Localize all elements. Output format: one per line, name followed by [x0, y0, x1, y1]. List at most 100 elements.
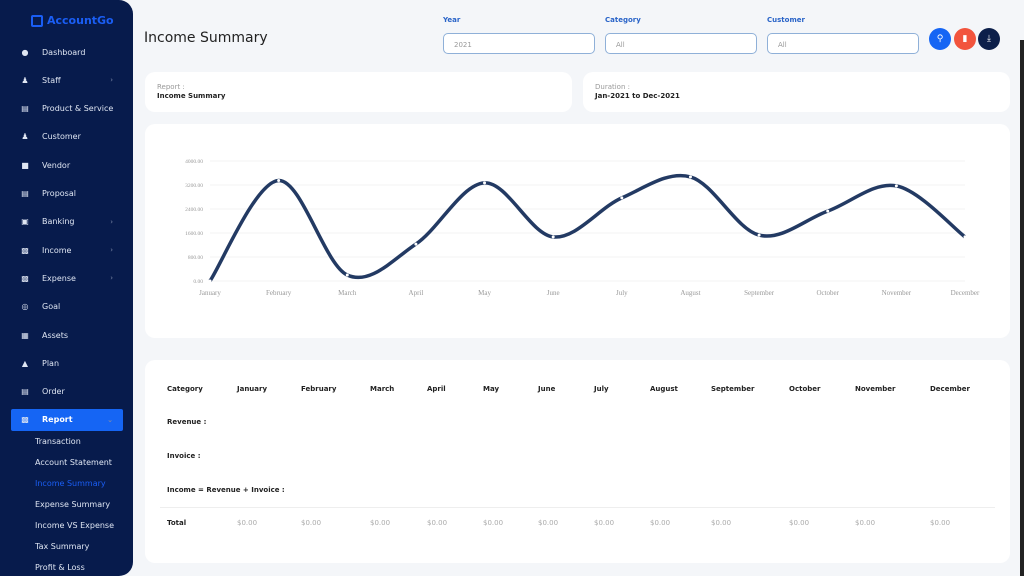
duration-label: Duration :: [595, 83, 630, 91]
table-cell: $0.00: [237, 519, 258, 527]
x-tick-label: July: [616, 289, 628, 297]
year-select[interactable]: 2021: [443, 33, 595, 54]
category-select[interactable]: All: [605, 33, 757, 54]
sidebar-item-label: Product & Service: [42, 104, 114, 114]
y-tick-label: 3200.00: [185, 183, 203, 189]
sidebar-subitem[interactable]: Income VS Expense: [35, 521, 115, 530]
table-label: December: [930, 385, 970, 393]
table-label: March: [370, 385, 395, 393]
customer-label: Customer: [767, 16, 805, 24]
summary-table: [145, 360, 1010, 563]
cart-icon: ▤: [21, 387, 29, 397]
sidebar-subitem[interactable]: Profit & Loss: [35, 563, 85, 572]
table-label: October: [789, 385, 821, 393]
sidebar-item-label: Plan: [42, 358, 60, 368]
x-tick-label: March: [338, 289, 357, 297]
table-label: June: [538, 385, 556, 393]
x-tick-label: November: [882, 289, 912, 297]
data-point[interactable]: [414, 242, 418, 246]
table-label: July: [594, 385, 609, 393]
data-point[interactable]: [345, 273, 349, 277]
data-point[interactable]: [208, 279, 212, 283]
app-name: AccountGo: [47, 14, 114, 27]
table-cell: $0.00: [538, 519, 559, 527]
year-label: Year: [443, 16, 461, 24]
sidebar-item-order[interactable]: ▤ Order: [11, 381, 123, 403]
sidebar-item-plan[interactable]: ▲ Plan: [11, 352, 123, 374]
sidebar-item-label: Dashboard: [42, 47, 86, 57]
sidebar-item-product-service[interactable]: ▤ Product & Service: [11, 98, 123, 120]
sidebar-item-assets[interactable]: ▦ Assets: [11, 324, 123, 346]
download-icon: ⤓: [987, 34, 991, 44]
x-tick-label: December: [951, 289, 980, 297]
data-point[interactable]: [757, 233, 761, 237]
chevron-icon: ›: [110, 246, 113, 255]
x-tick-label: June: [547, 289, 560, 297]
calculator-icon: ▦: [21, 330, 29, 340]
sidebar-item-report[interactable]: ▩ Report ⌄: [11, 408, 123, 431]
table-label: Category: [167, 385, 203, 393]
logo[interactable]: AccountGo: [31, 14, 114, 27]
data-point[interactable]: [620, 196, 624, 200]
sidebar-item-expense[interactable]: ▩ Expense ›: [11, 267, 123, 289]
table-cell: $0.00: [594, 519, 615, 527]
sidebar-subitem[interactable]: Tax Summary: [35, 542, 90, 551]
sidebar-item-label: Order: [42, 387, 65, 397]
y-tick-label: 4000.00: [185, 159, 203, 165]
sidebar-item-goal[interactable]: ◎ Goal: [11, 296, 123, 318]
sidebar-subitem[interactable]: Expense Summary: [35, 500, 111, 509]
chart-icon: ▩: [21, 415, 29, 425]
x-tick-label: September: [744, 289, 775, 297]
sidebar-item-banking[interactable]: ▣ Banking ›: [11, 211, 123, 233]
data-point[interactable]: [688, 175, 692, 179]
data-point[interactable]: [551, 235, 555, 239]
data-point[interactable]: [963, 235, 967, 239]
money-icon: ▩: [21, 273, 29, 283]
sidebar-item-label: Proposal: [42, 189, 76, 198]
chevron-icon: ›: [110, 217, 113, 226]
table-label: Income = Revenue + Invoice :: [167, 486, 285, 494]
search-button[interactable]: ⚲: [929, 28, 951, 50]
table-label: February: [301, 385, 337, 393]
data-point[interactable]: [483, 181, 487, 185]
delete-button[interactable]: ▮: [954, 28, 976, 50]
sidebar-item-customer[interactable]: ♟ Customer: [11, 126, 123, 148]
report-value: Income Summary: [157, 92, 226, 100]
y-tick-label: 800.00: [188, 255, 203, 261]
chevron-icon: ›: [110, 76, 113, 85]
x-tick-label: April: [409, 289, 424, 297]
search-icon: ⚲: [936, 34, 944, 44]
data-point[interactable]: [277, 179, 281, 182]
category-label: Category: [605, 16, 641, 24]
sidebar-item-vendor[interactable]: ■ Vendor: [11, 154, 123, 176]
sidebar-subitem[interactable]: Transaction: [35, 437, 81, 446]
table-label: November: [855, 385, 896, 393]
page-title: Income Summary: [144, 30, 268, 46]
data-point[interactable]: [826, 209, 830, 213]
sidebar-item-label: Income: [42, 245, 72, 255]
sidebar-item-label: Customer: [42, 132, 81, 142]
customer-select[interactable]: All: [767, 33, 919, 54]
sidebar: AccountGo ● Dashboard ♟ Staff › ▤ Product & Se…: [0, 0, 133, 576]
x-tick-label: October: [816, 289, 839, 297]
fire-icon: ●: [21, 47, 29, 57]
sidebar-item-income[interactable]: ▩ Income ›: [11, 239, 123, 261]
income-series-line: [208, 173, 967, 282]
sidebar-subitem[interactable]: Account Statement: [35, 458, 112, 467]
note-icon: ■: [21, 160, 29, 170]
sidebar-subitem[interactable]: Income Summary: [35, 479, 106, 488]
table-cell: $0.00: [650, 519, 671, 527]
duration-card: Duration : Jan-2021 to Dec-2021: [583, 72, 1010, 112]
table-cell: $0.00: [370, 519, 391, 527]
report-label: Report :: [157, 83, 185, 91]
table-cell: $0.00: [711, 519, 732, 527]
download-button[interactable]: ⤓: [978, 28, 1000, 50]
data-point[interactable]: [894, 184, 898, 188]
scrollbar[interactable]: [1020, 40, 1024, 576]
sidebar-item-label: Assets: [42, 330, 69, 340]
y-tick-label: 1600.00: [185, 231, 203, 237]
y-tick-label: 2400.00: [185, 207, 203, 213]
sidebar-item-proposal[interactable]: ▤ Proposal: [11, 183, 123, 205]
sidebar-item-dashboard[interactable]: ● Dashboard: [11, 41, 123, 63]
sidebar-item-staff[interactable]: ♟ Staff ›: [11, 69, 123, 91]
